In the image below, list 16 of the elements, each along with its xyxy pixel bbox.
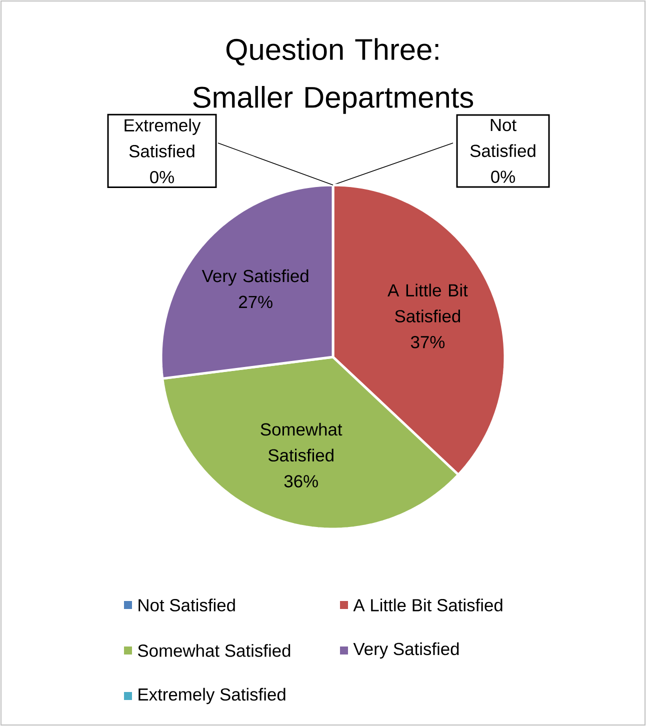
- legend-label: Very Satisfied: [353, 642, 459, 659]
- data-label: 36%: [284, 475, 318, 488]
- slice-label: Somewhat Satisfied: [260, 422, 342, 462]
- category-label: Extremely Satisfied: [124, 118, 201, 158]
- data-label: 37%: [410, 336, 445, 348]
- text: 0%: [491, 170, 515, 183]
- chart-title: Question Three: Smaller Departments: [193, 38, 474, 114]
- data-label: 27%: [239, 296, 272, 308]
- legend-label: Somewhat Satisfied: [138, 644, 290, 657]
- slice-label: Very Satisfied: [202, 269, 308, 286]
- text: 0%: [150, 170, 174, 184]
- legend-label: A Little Bit Satisfied: [353, 598, 502, 612]
- category-label: Not Satisfied: [470, 119, 536, 158]
- legend-label: Not Satisfied: [138, 598, 235, 612]
- slice-label: A Little Bit Satisfied: [388, 284, 468, 322]
- legend-label: Extremely Satisfied: [138, 688, 286, 704]
